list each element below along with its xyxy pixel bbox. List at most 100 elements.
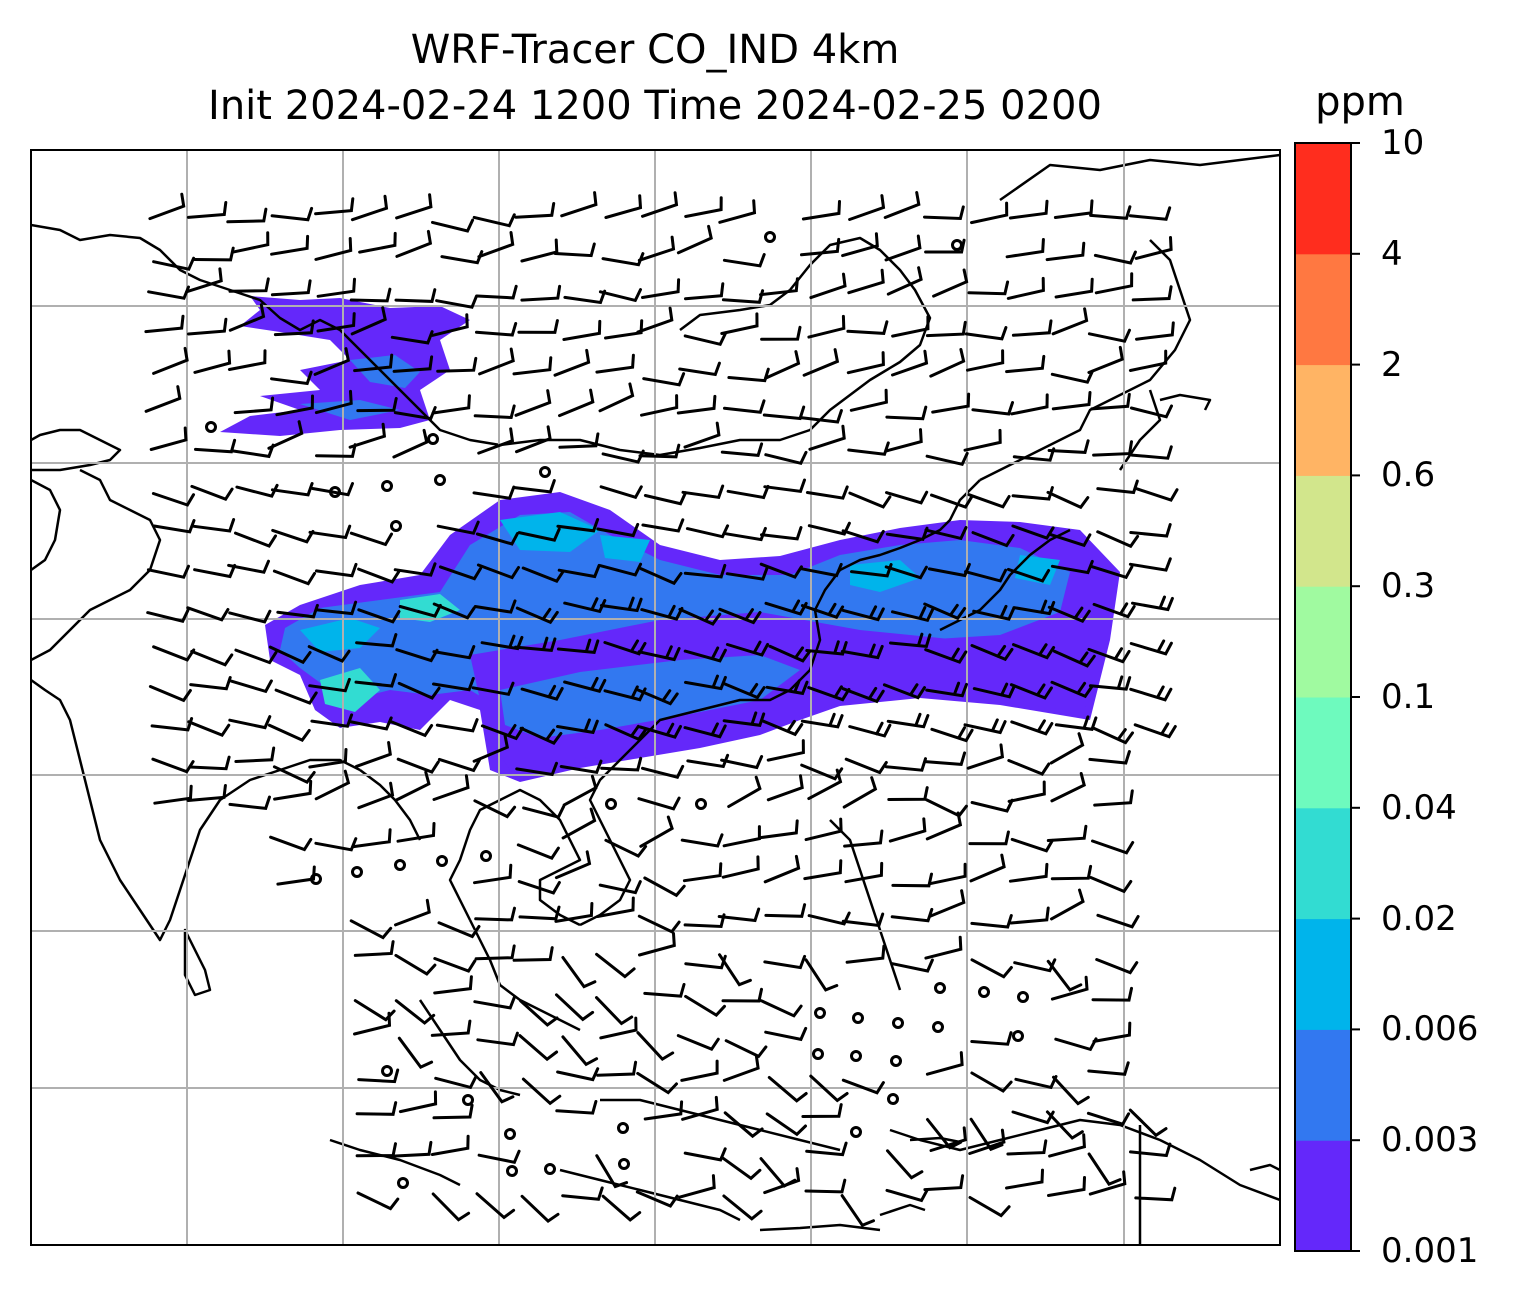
wind-barb: [760, 526, 803, 541]
wind-barb: [561, 1186, 604, 1201]
wind-barb: [1045, 1110, 1084, 1140]
wind-barb: [521, 1077, 562, 1106]
calm-wind-marker: [480, 850, 492, 862]
wind-barb: [842, 776, 878, 809]
wind-barb: [840, 643, 884, 660]
wind-barb: [1050, 864, 1093, 881]
wind-barb: [234, 746, 276, 763]
wind-barb: [1089, 205, 1132, 220]
wind-barb: [563, 676, 607, 693]
wind-barb: [397, 1036, 434, 1069]
wind-barb: [1008, 862, 1049, 883]
wind-barb: [805, 1141, 848, 1157]
wind-barb: [395, 229, 433, 258]
wind-barb: [635, 688, 679, 706]
wind-barb: [1010, 393, 1049, 416]
wind-barb: [517, 880, 561, 895]
wind-barb: [680, 1059, 719, 1082]
wind-barb: [763, 854, 801, 884]
wind-barb: [848, 194, 886, 221]
wind-barb: [394, 999, 436, 1025]
wind-barb: [802, 348, 840, 377]
wind-barb: [643, 983, 686, 998]
wind-barb: [518, 1034, 559, 1062]
wind-barb: [313, 347, 351, 376]
wind-barb: [971, 401, 1014, 416]
wind-barb: [681, 484, 725, 499]
wind-barb: [638, 932, 676, 957]
wind-barb: [395, 770, 431, 802]
wind-barb: [273, 779, 313, 801]
wind-barb: [314, 197, 355, 216]
wind-barb: [559, 759, 603, 774]
wind-barb: [473, 599, 517, 614]
wind-barb: [722, 1054, 760, 1082]
wind-barb: [353, 353, 394, 373]
wind-barb: [1129, 685, 1173, 702]
wind-barb: [760, 325, 802, 341]
wind-barb: [801, 1103, 843, 1118]
wind-barb: [272, 569, 316, 586]
wind-barb: [1091, 986, 1133, 1002]
wind-barb: [396, 822, 436, 843]
wind-barb: [1090, 392, 1131, 411]
wind-barb: [1129, 523, 1172, 538]
wind-barb: [270, 234, 310, 256]
wind-barb: [968, 830, 1010, 846]
wind-barb: [970, 798, 1014, 813]
wind-barb: [801, 200, 841, 221]
wind-barb: [394, 953, 437, 976]
wind-barb: [474, 906, 516, 922]
wind-barb: [596, 522, 640, 538]
wind-barb: [228, 609, 272, 624]
wind-barb: [1048, 1133, 1086, 1158]
wind-barb: [514, 202, 556, 219]
wind-barb: [434, 1075, 478, 1090]
colorbar-tick-label: 0.003: [1381, 1120, 1479, 1161]
wind-barb: [764, 350, 801, 380]
wind-barb: [970, 201, 1009, 225]
wind-barb: [722, 711, 766, 727]
wind-barb: [848, 491, 892, 509]
wind-barb: [969, 853, 1006, 883]
wind-barb: [847, 268, 885, 295]
wind-barb: [764, 903, 807, 918]
wind-barb: [555, 1100, 598, 1115]
colorbar-tick-label: 0.001: [1381, 1231, 1479, 1271]
wind-barb: [1046, 824, 1088, 842]
wind-barb: [638, 722, 682, 739]
wind-barb: [683, 421, 721, 449]
calm-wind-marker: [539, 466, 551, 478]
map-title-line1: WRF-Tracer CO_IND 4km: [410, 27, 900, 73]
wind-barb: [479, 1071, 515, 1104]
wind-barb: [676, 394, 717, 415]
wind-barb: [519, 999, 559, 1027]
wind-barb: [595, 1154, 629, 1189]
colorbar-tick-label: 0.04: [1381, 787, 1457, 828]
wind-barb: [883, 191, 921, 219]
wind-barb: [314, 837, 358, 852]
calm-wind-marker: [390, 520, 402, 532]
wind-barb: [316, 312, 356, 333]
wind-barb: [514, 636, 557, 653]
wind-barb: [475, 1192, 516, 1220]
wind-barb: [1088, 675, 1132, 691]
wind-barb: [723, 1111, 764, 1139]
wind-barb: [639, 815, 674, 848]
wind-barb: [1005, 1168, 1044, 1190]
wind-barb: [349, 287, 392, 303]
map-frame: [30, 149, 1281, 1246]
wind-barb: [809, 1074, 849, 1103]
wind-barb: [722, 682, 766, 700]
wind-barb: [604, 194, 643, 219]
wind-barb: [267, 723, 311, 742]
wind-barb: [514, 389, 552, 417]
wind-barb: [353, 999, 396, 1022]
wind-barb: [926, 1118, 963, 1150]
calm-wind-marker: [887, 1093, 899, 1105]
wind-barb: [390, 330, 434, 345]
wind-barb: [1047, 1176, 1086, 1197]
wind-barb: [520, 238, 559, 263]
wind-barb: [636, 1031, 675, 1062]
wind-barb: [928, 889, 966, 918]
